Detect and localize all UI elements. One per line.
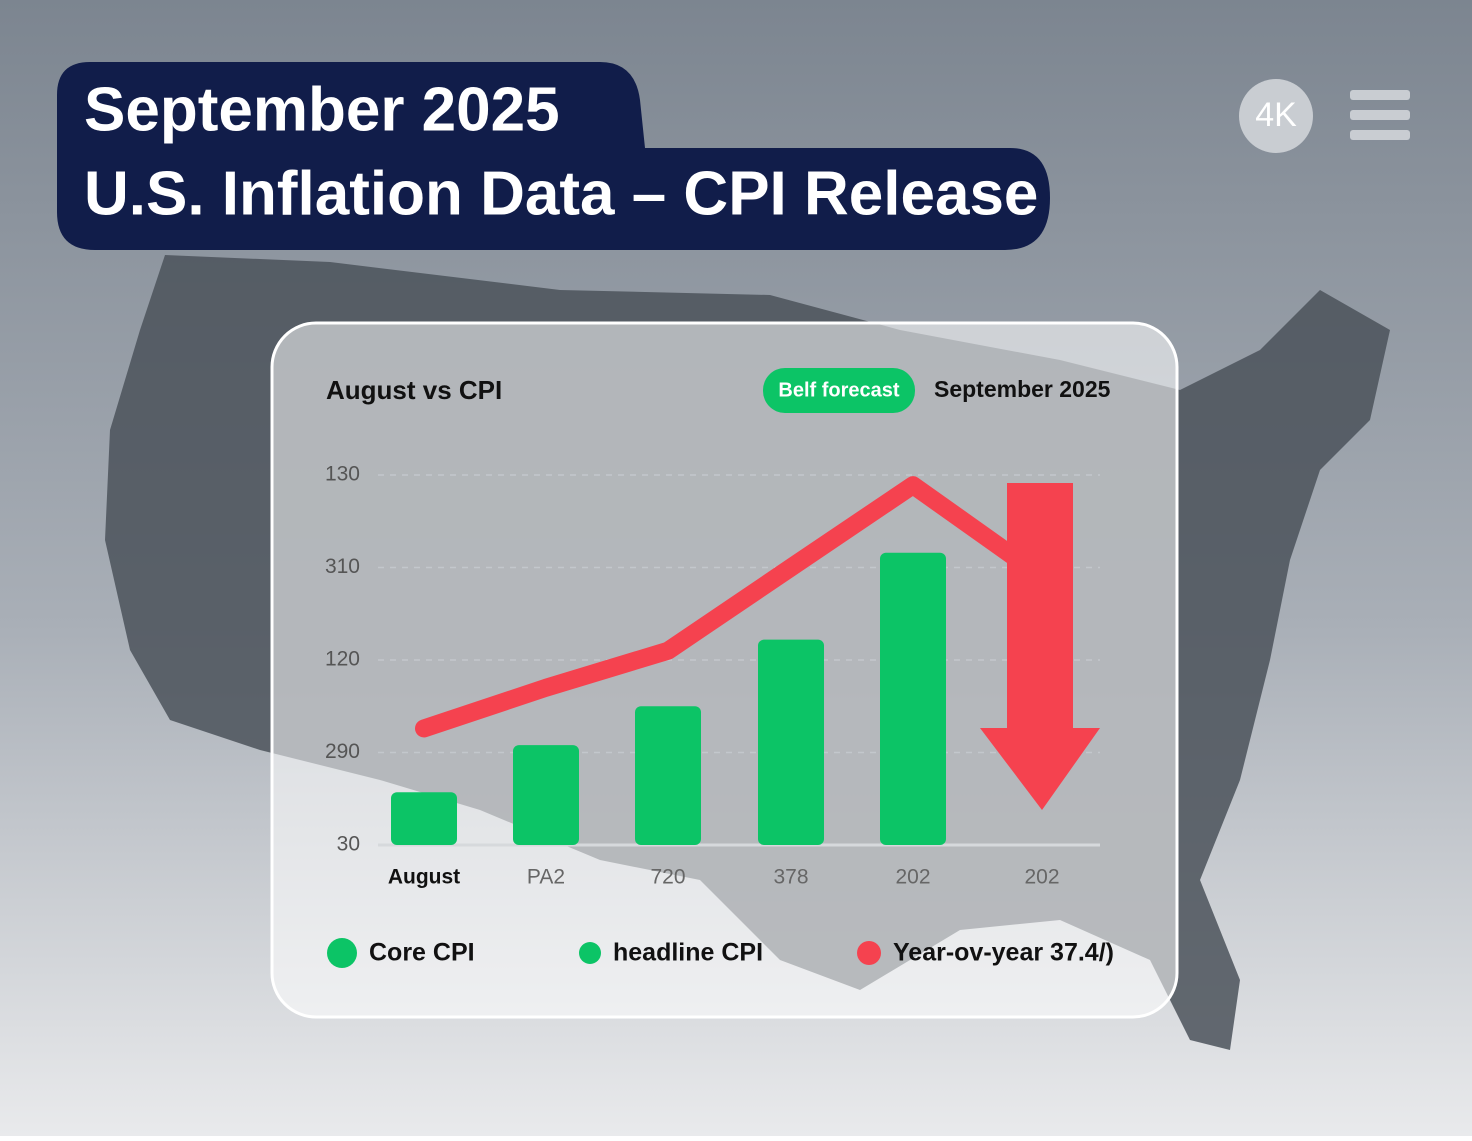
forecast-badge-label[interactable]: Belf forecast xyxy=(778,379,899,401)
y-tick-label: 120 xyxy=(325,648,360,671)
x-tick-label: 202 xyxy=(1024,866,1059,889)
menu-button[interactable] xyxy=(1350,90,1410,140)
legend: Core CPI headline CPI Year-ov-year 37.4/) xyxy=(327,938,1114,968)
chart-title: August vs CPI xyxy=(326,375,502,405)
bar xyxy=(880,552,946,845)
down-arrow xyxy=(980,483,1100,810)
line xyxy=(415,476,1051,738)
plot: 30 290 120 310 130 August PA2 720 378 202 202 xyxy=(325,463,1100,889)
title-pill xyxy=(57,62,1050,250)
y-tick-label: 130 xyxy=(325,463,360,486)
quality-label[interactable]: 4K xyxy=(1255,96,1297,134)
x-tick-label: August xyxy=(388,866,460,889)
x-tick-label: 720 xyxy=(650,866,685,889)
bar xyxy=(391,792,457,845)
legend-label: Core CPI xyxy=(369,939,475,967)
chart-subtitle: September 2025 xyxy=(934,376,1111,402)
bar xyxy=(758,639,824,845)
menu-bar[interactable] xyxy=(1350,110,1410,120)
legend-swatch xyxy=(327,938,357,968)
x-tick-label: 378 xyxy=(773,866,808,889)
legend-label: Year-ov-year 37.4/) xyxy=(893,939,1114,967)
y-tick-label: 30 xyxy=(337,833,360,856)
x-tick-label: PA2 xyxy=(527,866,565,889)
quality-button[interactable] xyxy=(1239,79,1313,153)
legend-swatch xyxy=(857,941,881,965)
y-tick-label: 310 xyxy=(325,555,360,578)
menu-bar[interactable] xyxy=(1350,90,1410,100)
legend-swatch xyxy=(579,942,601,964)
menu-bar[interactable] xyxy=(1350,130,1410,140)
bar xyxy=(513,745,579,845)
bar xyxy=(635,706,701,845)
legend-label: headline CPI xyxy=(613,939,763,967)
page-title: U.S. Inflation Data – CPI Release xyxy=(84,159,1038,228)
x-tick-label: 202 xyxy=(895,866,930,889)
page-title: September 2025 xyxy=(84,75,560,144)
forecast-badge[interactable] xyxy=(763,368,915,413)
y-tick-label: 290 xyxy=(325,740,360,763)
